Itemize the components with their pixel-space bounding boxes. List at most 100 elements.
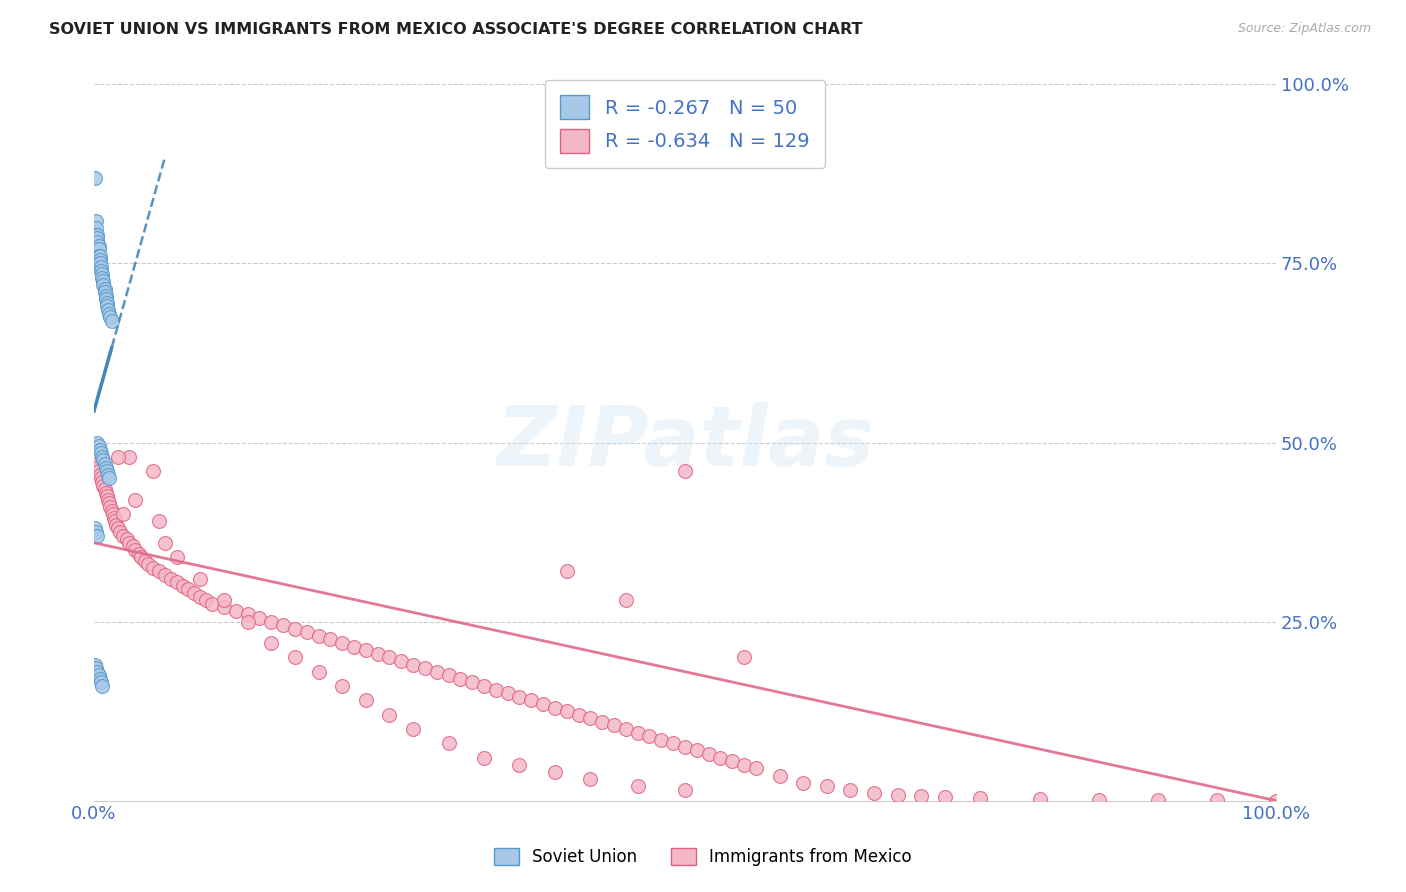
Point bbox=[98, 471, 121, 485]
Point bbox=[98, 496, 121, 510]
Point bbox=[934, 790, 956, 805]
Point bbox=[271, 618, 294, 632]
Point bbox=[96, 300, 118, 314]
Point bbox=[284, 622, 307, 636]
Point bbox=[87, 249, 110, 263]
Point bbox=[969, 791, 991, 805]
Point bbox=[378, 707, 401, 722]
Point bbox=[721, 754, 744, 768]
Point bbox=[97, 492, 120, 507]
Point bbox=[295, 625, 318, 640]
Point bbox=[591, 714, 613, 729]
Point bbox=[112, 507, 135, 521]
Point bbox=[815, 779, 838, 793]
Point bbox=[260, 615, 283, 629]
Point bbox=[124, 492, 146, 507]
Point bbox=[100, 500, 122, 514]
Point bbox=[90, 471, 112, 485]
Point bbox=[745, 761, 768, 775]
Point bbox=[100, 310, 122, 325]
Legend: Soviet Union, Immigrants from Mexico: Soviet Union, Immigrants from Mexico bbox=[486, 840, 920, 875]
Point bbox=[863, 787, 886, 801]
Point bbox=[93, 281, 115, 295]
Point bbox=[768, 768, 790, 782]
Point bbox=[402, 722, 425, 736]
Point bbox=[437, 736, 460, 750]
Point bbox=[93, 453, 115, 467]
Point bbox=[188, 590, 211, 604]
Point bbox=[142, 561, 165, 575]
Point bbox=[426, 665, 449, 679]
Point bbox=[94, 293, 117, 307]
Point bbox=[101, 507, 124, 521]
Point bbox=[108, 524, 131, 539]
Point bbox=[134, 554, 156, 568]
Point bbox=[603, 718, 626, 732]
Point bbox=[86, 231, 108, 245]
Point bbox=[84, 457, 107, 471]
Point bbox=[330, 679, 353, 693]
Point bbox=[142, 464, 165, 478]
Text: SOVIET UNION VS IMMIGRANTS FROM MEXICO ASSOCIATE'S DEGREE CORRELATION CHART: SOVIET UNION VS IMMIGRANTS FROM MEXICO A… bbox=[49, 22, 863, 37]
Point bbox=[107, 521, 129, 535]
Point bbox=[90, 446, 112, 460]
Point bbox=[159, 572, 181, 586]
Point bbox=[343, 640, 366, 654]
Point bbox=[212, 600, 235, 615]
Point bbox=[86, 460, 108, 475]
Point bbox=[153, 536, 176, 550]
Point bbox=[97, 467, 120, 482]
Point bbox=[87, 464, 110, 478]
Point bbox=[90, 260, 112, 274]
Point bbox=[472, 750, 495, 764]
Point bbox=[308, 665, 330, 679]
Point bbox=[89, 672, 111, 686]
Point bbox=[638, 729, 661, 743]
Point bbox=[128, 547, 150, 561]
Point bbox=[84, 521, 107, 535]
Point bbox=[673, 739, 696, 754]
Point bbox=[236, 615, 259, 629]
Point bbox=[93, 285, 115, 300]
Point bbox=[118, 450, 141, 464]
Point bbox=[90, 263, 112, 277]
Point bbox=[93, 277, 115, 292]
Point bbox=[115, 532, 138, 546]
Point bbox=[104, 514, 127, 528]
Point bbox=[686, 743, 709, 757]
Point bbox=[496, 686, 519, 700]
Point bbox=[520, 693, 543, 707]
Point bbox=[84, 170, 107, 185]
Point bbox=[112, 528, 135, 542]
Point bbox=[96, 489, 118, 503]
Point bbox=[236, 607, 259, 622]
Point bbox=[94, 485, 117, 500]
Point bbox=[354, 693, 377, 707]
Text: Source: ZipAtlas.com: Source: ZipAtlas.com bbox=[1237, 22, 1371, 36]
Point bbox=[627, 779, 650, 793]
Point bbox=[733, 650, 755, 665]
Point bbox=[153, 568, 176, 582]
Point bbox=[177, 582, 200, 597]
Point bbox=[1146, 793, 1168, 807]
Point bbox=[91, 475, 114, 489]
Point bbox=[555, 565, 578, 579]
Point bbox=[89, 252, 111, 267]
Legend: R = -0.267   N = 50, R = -0.634   N = 129: R = -0.267 N = 50, R = -0.634 N = 129 bbox=[544, 80, 825, 168]
Point bbox=[260, 636, 283, 650]
Point bbox=[84, 524, 107, 539]
Point bbox=[172, 579, 194, 593]
Point bbox=[330, 636, 353, 650]
Point bbox=[367, 647, 389, 661]
Point bbox=[87, 238, 110, 252]
Point bbox=[86, 227, 108, 242]
Point bbox=[449, 672, 471, 686]
Point bbox=[201, 597, 224, 611]
Point bbox=[100, 503, 122, 517]
Point bbox=[1265, 794, 1288, 808]
Point bbox=[86, 435, 108, 450]
Point bbox=[378, 650, 401, 665]
Point bbox=[579, 711, 602, 725]
Point bbox=[87, 668, 110, 682]
Point bbox=[1205, 793, 1227, 807]
